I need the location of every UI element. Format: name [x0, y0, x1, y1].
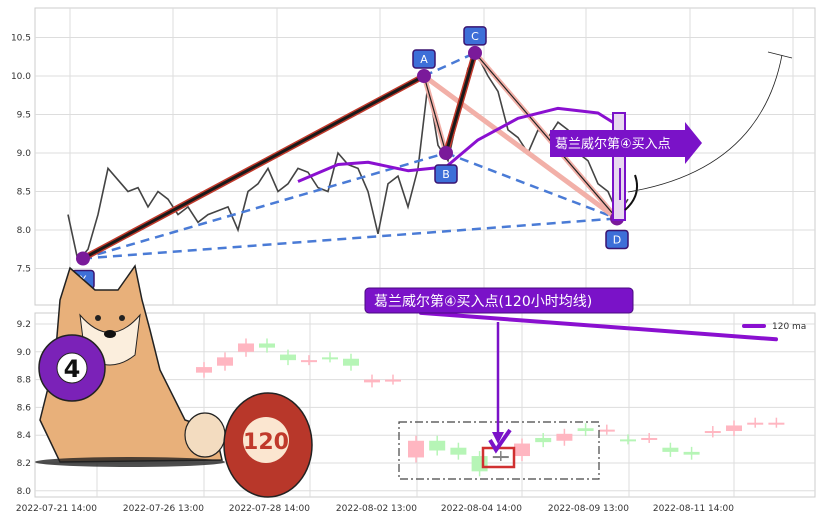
pattern-label-box-C [463, 26, 487, 46]
y-tick-label: 9.2 [17, 320, 31, 330]
candle-body [450, 447, 467, 455]
ma-line [297, 106, 626, 183]
svg-text:4: 4 [64, 355, 81, 383]
pattern-label-C: C [471, 30, 479, 43]
candle-body [704, 431, 721, 434]
x-tick-label: 2022-07-28 14:00 [229, 504, 310, 514]
ma-callout-box [364, 287, 634, 314]
ma-120-line [419, 310, 778, 342]
legend-label: 120 ma [772, 322, 806, 332]
candle-body [641, 437, 658, 440]
leg-AB [423, 75, 447, 154]
candle-body [726, 425, 742, 432]
projection-curve [627, 51, 793, 193]
candle-body [492, 456, 509, 459]
candle-body [364, 379, 380, 383]
candle-body [259, 343, 275, 348]
pointer-arrowhead [492, 432, 504, 444]
candle-body [217, 357, 233, 366]
candle-body [280, 354, 296, 361]
pattern-point-B [439, 146, 453, 160]
y-tick-label: 8.6 [17, 403, 32, 413]
curved-arrow [624, 174, 638, 211]
y-tick-label: 10.0 [11, 72, 31, 82]
x-tick-label: 2022-08-11 14:00 [653, 504, 734, 514]
candle-body [238, 343, 254, 352]
y-tick-label: 8.4 [17, 431, 32, 441]
x-tick-label: 2022-08-04 14:00 [441, 504, 522, 514]
buy-point-arrow-callout [550, 122, 702, 164]
candle-body [768, 422, 785, 425]
x-tick-label: 2022-08-09 13:00 [548, 504, 629, 514]
leg-XA [82, 74, 425, 260]
pattern-label-box-D [605, 229, 629, 250]
candle-body [322, 357, 338, 360]
candle-body [747, 422, 764, 425]
candle-body [196, 367, 212, 373]
pattern-label-box-B [434, 164, 458, 184]
candle-body [535, 437, 552, 443]
dashed-line-XB [82, 151, 447, 260]
y-tick-label: 7.5 [17, 265, 31, 275]
candle-body [620, 439, 636, 442]
pattern-label-A: A [420, 53, 428, 66]
pattern-point-A [417, 69, 431, 83]
y-tick-label: 9.0 [17, 149, 32, 159]
svg-text:120: 120 [243, 430, 289, 455]
bottom-panel-grid: 8.0 8.2 8.4 8.6 8.8 9.0 9.2 2022-07-21 14:00 202… [16, 312, 816, 514]
top-panel-series: XABCD [67, 26, 629, 290]
y-tick-label: 8.2 [17, 459, 31, 469]
y-tick-label: 8.0 [17, 487, 32, 497]
dashed-line-BD [445, 151, 618, 220]
candle-body [662, 447, 679, 452]
candle-body [429, 440, 446, 451]
candle-body [471, 456, 488, 472]
candle-body [514, 443, 530, 457]
x-tick-label: 2022-07-26 13:00 [123, 504, 204, 514]
pattern-label-D: D [613, 233, 621, 246]
buy-point-marker-bar [612, 112, 626, 221]
y-tick-label: 10.5 [11, 34, 31, 44]
check-icon [488, 428, 512, 454]
y-tick-label: 8.0 [17, 226, 32, 236]
candle-body [301, 360, 317, 363]
red-ball-120: 120 [223, 392, 313, 498]
y-tick-label: 8.8 [17, 376, 32, 386]
candle-body [343, 358, 359, 366]
candle-body [598, 429, 615, 432]
purple-ball-4: 4 [38, 334, 106, 402]
candle-body [556, 433, 573, 441]
bottom-panel-series: 120 ma [196, 310, 806, 477]
buy-point-label: 葛兰威尔第④买入点 [555, 137, 671, 152]
pattern-label-box-A [412, 49, 436, 69]
y-tick-label: 8.5 [17, 188, 31, 198]
candle-body [577, 428, 594, 432]
x-tick-label: 2022-07-21 14:00 [16, 504, 97, 514]
candle-body [385, 379, 401, 382]
leg-CD [474, 52, 618, 219]
candle-body [683, 451, 700, 455]
dashed-line-AC [423, 51, 476, 78]
leg-BC [444, 52, 477, 154]
candle-body [408, 440, 424, 458]
shiba-dog-illustration [35, 264, 226, 467]
x-tick-label: 2022-08-02 13:00 [336, 504, 417, 514]
pattern-point-C [468, 45, 482, 60]
ma-callout-label: 葛兰威尔第④买入点(120小时均线) [374, 293, 592, 310]
y-tick-label: 9.5 [17, 111, 31, 121]
pattern-point-X [76, 251, 90, 266]
pattern-label-B: B [442, 168, 450, 181]
y-tick-label: 9.0 [17, 348, 32, 358]
